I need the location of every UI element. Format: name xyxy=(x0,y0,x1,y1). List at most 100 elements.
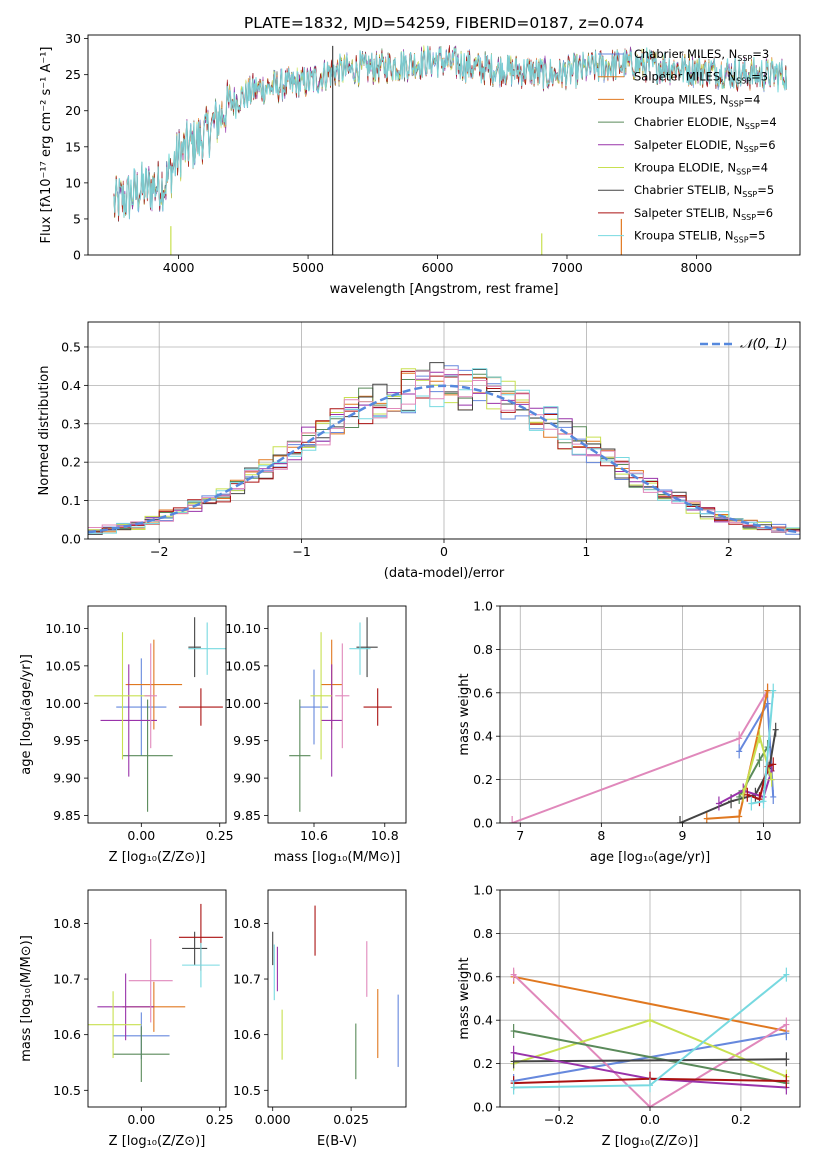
errorbar-point xyxy=(144,643,157,749)
y-tick-label: 0.6 xyxy=(473,685,493,700)
weight-marker xyxy=(715,796,722,811)
axes-frame xyxy=(87,34,801,256)
errorbar-point xyxy=(299,669,329,745)
y-tick-label: 5 xyxy=(73,211,81,226)
x-axis-label: mass [log₁₀(M/M⊙)] xyxy=(274,850,401,865)
age-vs-mass-panel: 10.6 10.8 9.85 9.90 9.95 10.00 10.05 10.10 mass … xyxy=(225,605,407,865)
weight-marker xyxy=(736,731,743,746)
errorbar-point xyxy=(349,622,371,675)
errorbar-point xyxy=(363,688,392,726)
legend-entry: Salpeter ELODIE, NSSP=6 xyxy=(634,138,776,154)
x-tick-label: 0.2 xyxy=(731,1112,751,1127)
y-tick-label: 10.8 xyxy=(233,916,261,931)
x-tick-label: 0.0 xyxy=(640,1112,660,1127)
residuals-panel: −2 −1 0 1 2 0.0 0.1 0.2 0.3 0.4 0.5 (data-model)/er… xyxy=(37,321,801,581)
weight-vs-Z-panel: −0.2 0.0 0.2 0.0 0.2 0.4 0.6 0.8 1.0 Z [log₁₀(Z/Z… xyxy=(457,883,801,1149)
weight-marker xyxy=(770,789,777,804)
x-tick-label: 1 xyxy=(582,544,590,559)
y-tick-label: 30 xyxy=(65,31,81,46)
y-axis-label: Flux [fλ10⁻¹⁷ erg cm⁻² s⁻¹ A⁻¹] xyxy=(39,47,54,244)
y-tick-label: 0.1 xyxy=(61,493,81,508)
x-tick-label: 0.025 xyxy=(333,1112,369,1127)
y-tick-label: 0.3 xyxy=(61,416,81,431)
weight-marker xyxy=(772,722,779,737)
x-tick-label: 8 xyxy=(597,828,605,843)
y-axis-label: mass weight xyxy=(457,673,472,755)
axes-frame xyxy=(87,321,801,540)
axes-frame xyxy=(87,605,227,824)
mass-vs-EBV-panel: 0.000 0.025 10.5 10.6 10.7 10.8 E(B-V) xyxy=(233,889,407,1149)
age-vs-Z-plot-area xyxy=(94,617,226,812)
errorbar-point xyxy=(188,617,201,678)
errorbar-point xyxy=(289,699,311,812)
weight-marker xyxy=(510,1024,517,1039)
mass-vs-EBV-plot-area xyxy=(272,905,399,1080)
y-tick-label: 10.10 xyxy=(45,621,81,636)
y-tick-label: 10.5 xyxy=(233,1083,261,1098)
histogram-pink xyxy=(88,368,800,532)
errorbar-point xyxy=(125,639,183,730)
x-tick-label: 2 xyxy=(725,544,733,559)
y-tick-label: 10.10 xyxy=(225,621,261,636)
x-tick-label: 4000 xyxy=(163,260,195,275)
legend-entry: Kroupa STELIB, NSSP=5 xyxy=(634,229,765,245)
weight-marker xyxy=(756,792,763,807)
x-tick-label: 10.6 xyxy=(300,828,328,843)
legend-entry: 𝒩(0, 1) xyxy=(740,337,787,352)
errorbar-point xyxy=(100,664,157,777)
weight-marker xyxy=(783,1017,790,1032)
errorbar-point xyxy=(182,931,208,966)
axes-frame xyxy=(267,889,407,1108)
y-tick-label: 10.05 xyxy=(225,658,261,673)
weight-marker xyxy=(783,1073,790,1088)
y-tick-label: 0.5 xyxy=(61,339,81,354)
errorbar-point xyxy=(88,991,142,1059)
y-tick-label: 9.90 xyxy=(53,771,81,786)
y-tick-label: 0.2 xyxy=(473,772,493,787)
y-axis-label: age [log₁₀(age/yr)] xyxy=(19,654,34,775)
y-tick-label: 0 xyxy=(73,248,81,263)
x-axis-label: Z [log₁₀(Z/Z⊙)] xyxy=(602,1134,699,1149)
y-tick-label: 9.85 xyxy=(53,808,81,823)
y-tick-label: 10.6 xyxy=(233,1027,261,1042)
y-tick-label: 10.00 xyxy=(45,696,81,711)
x-tick-label: 9 xyxy=(678,828,686,843)
axes-frame xyxy=(267,605,407,824)
legend-entry: Salpeter STELIB, NSSP=6 xyxy=(634,206,773,222)
weight-marker xyxy=(768,772,775,787)
legend-entry: Salpeter MILES, NSSP=3 xyxy=(634,70,768,86)
weight-marker xyxy=(760,794,767,809)
y-tick-label: 1.0 xyxy=(473,883,493,898)
spectrum-panel: 4000 5000 6000 7000 8000 0 5 10 15 20 25 30 waveleng… xyxy=(39,31,801,297)
x-tick-label: −2 xyxy=(150,544,168,559)
weight-marker xyxy=(677,816,683,823)
x-tick-label: 5000 xyxy=(292,260,324,275)
errorbar-point xyxy=(335,643,350,749)
weight-marker xyxy=(783,967,790,982)
y-tick-label: 0.4 xyxy=(473,1013,493,1028)
x-axis-label: Z [log₁₀(Z/Z⊙)] xyxy=(109,850,206,865)
mass-vs-Z-panel: 0.00 0.25 10.5 10.6 10.7 10.8 Z [log₁₀(Z/Z⊙)] m… xyxy=(19,889,234,1149)
errorbar-point xyxy=(128,938,173,1023)
y-tick-label: 10.00 xyxy=(225,696,261,711)
weight-marker xyxy=(510,967,517,982)
weight-marker xyxy=(703,811,710,823)
y-axis-label: mass weight xyxy=(457,957,472,1039)
weight-marker xyxy=(756,753,763,768)
weight-line-green xyxy=(513,1030,787,1085)
weight-marker xyxy=(510,1080,517,1095)
errorbar-point xyxy=(188,622,226,675)
errorbar-point xyxy=(97,973,154,1041)
y-tick-label: 10.6 xyxy=(53,1027,81,1042)
y-tick-label: 0.2 xyxy=(61,455,81,470)
weight-marker xyxy=(736,809,743,823)
y-tick-label: 9.90 xyxy=(233,771,261,786)
y-tick-label: 10.7 xyxy=(53,972,81,987)
legend-entry: Kroupa ELODIE, NSSP=4 xyxy=(634,161,768,177)
y-tick-label: 0.8 xyxy=(473,642,493,657)
x-tick-label: −0.2 xyxy=(544,1112,574,1127)
weight-marker xyxy=(509,816,516,823)
y-tick-label: 9.95 xyxy=(53,733,81,748)
legend-entry: Kroupa MILES, NSSP=4 xyxy=(634,92,760,108)
